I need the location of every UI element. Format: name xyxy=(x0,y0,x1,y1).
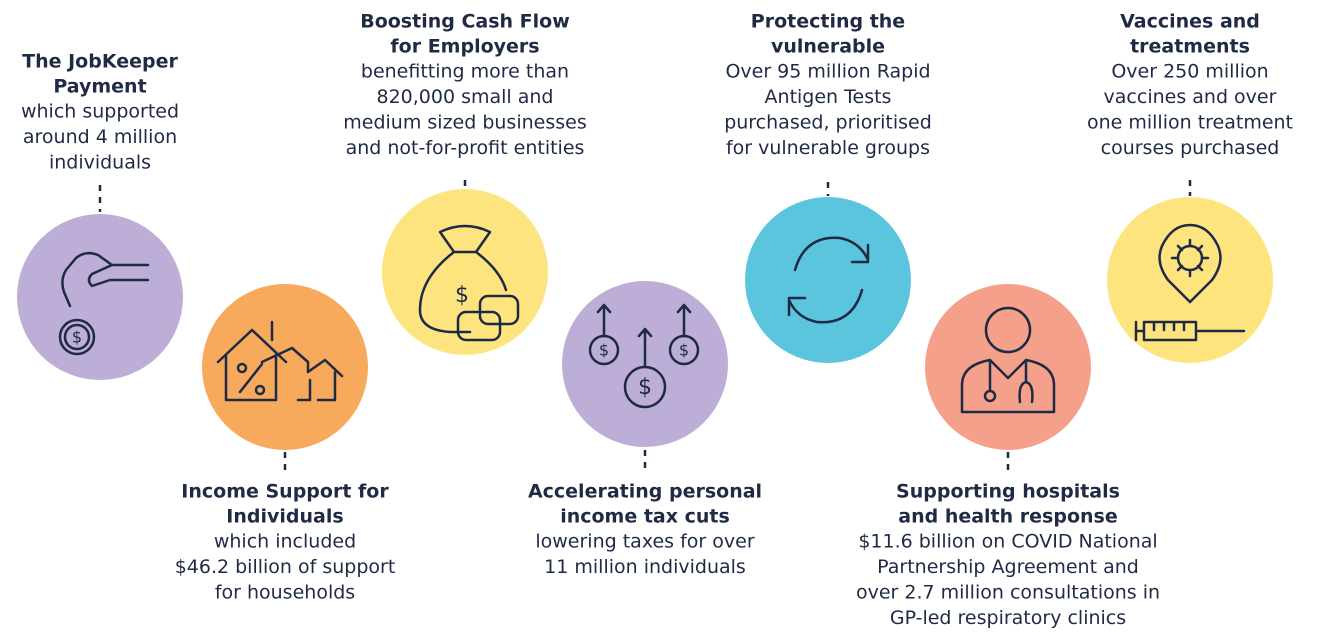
item-text: 820,000 small and xyxy=(376,86,553,108)
item-title: The JobKeeper xyxy=(22,51,178,73)
item-text: benefitting more than xyxy=(361,61,569,83)
item-text: medium sized businesses xyxy=(343,112,586,134)
item-title: Accelerating personal xyxy=(528,481,762,503)
item-text: which included xyxy=(214,531,356,553)
item-text: Over 95 million Rapid xyxy=(725,61,930,83)
item-title: Boosting Cash Flow xyxy=(360,11,570,33)
item-title: and health response xyxy=(898,506,1117,528)
item-text: Over 250 million xyxy=(1111,61,1268,83)
icon-hand-coin: $ xyxy=(58,251,150,356)
item-text: $46.2 billion of support xyxy=(175,556,396,578)
item-title: treatments xyxy=(1130,36,1250,58)
item-text: 11 million individuals xyxy=(544,556,746,578)
icon-vaccine xyxy=(1134,223,1246,342)
svg-text:$: $ xyxy=(599,341,609,360)
svg-text:$: $ xyxy=(679,341,689,360)
circles xyxy=(17,189,1273,450)
item-title: vulnerable xyxy=(771,36,885,58)
item-title: for Employers xyxy=(390,36,539,58)
item-text: which supported xyxy=(21,101,179,123)
icon-tax-coins: $ $ $ xyxy=(588,303,700,409)
icon-doctor xyxy=(960,306,1056,414)
svg-text:$: $ xyxy=(638,375,652,400)
item-title: Income Support for xyxy=(181,481,389,503)
circle xyxy=(1107,197,1273,363)
item-title: Protecting the xyxy=(751,11,905,33)
item-title: Payment xyxy=(53,76,146,98)
svg-text:$: $ xyxy=(455,283,469,308)
item-title: Vaccines and xyxy=(1120,11,1260,33)
item-text: Partnership Agreement and xyxy=(877,556,1139,578)
item-text: purchased, prioritised xyxy=(724,112,932,134)
item-text: for households xyxy=(215,582,355,604)
item-title: income tax cuts xyxy=(560,506,730,528)
circle xyxy=(17,214,183,380)
circle xyxy=(925,284,1091,450)
icon-money-bag: $ xyxy=(418,224,520,342)
item-text: vaccines and over xyxy=(1104,86,1277,108)
item-text: and not-for-profit entities xyxy=(346,137,585,159)
connectors xyxy=(98,180,1192,472)
item-text: lowering taxes for over xyxy=(535,531,754,553)
item-text: for vulnerable groups xyxy=(726,137,930,159)
item-title: Individuals xyxy=(226,506,343,528)
icon-houses xyxy=(216,320,344,402)
item-title: Supporting hospitals xyxy=(896,481,1120,503)
circle xyxy=(202,284,368,450)
item-text: around 4 million xyxy=(23,126,177,148)
item-text: over 2.7 million consultations in xyxy=(856,582,1160,604)
item-text: courses purchased xyxy=(1101,137,1280,159)
circle xyxy=(382,189,548,355)
item-text: Antigen Tests xyxy=(765,86,892,108)
icon-refresh xyxy=(787,236,870,324)
item-text: $11.6 billion on COVID National xyxy=(858,531,1157,553)
item-text: individuals xyxy=(49,152,151,174)
circle xyxy=(745,197,911,363)
item-text: one million treatment xyxy=(1087,112,1293,134)
item-text: GP-led respiratory clinics xyxy=(890,607,1126,629)
svg-text:$: $ xyxy=(72,328,82,347)
